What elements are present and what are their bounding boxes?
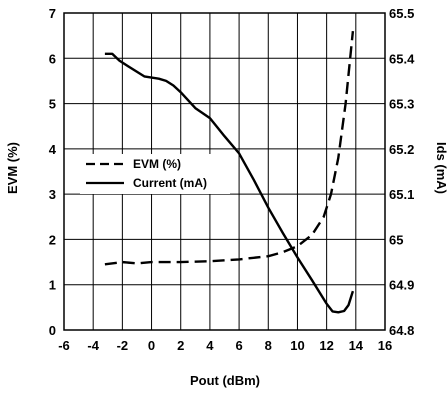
y2-tick-label: 64.9 (389, 278, 414, 293)
y-tick-labels: 0 1 2 3 4 5 6 7 (49, 6, 57, 338)
y2-tick-label: 65.3 (389, 97, 414, 112)
y-tick-label: 5 (49, 97, 56, 112)
y2-tick-label: 65.1 (389, 187, 414, 202)
series-line-evm (104, 30, 355, 266)
y2-tick-label: 65.4 (389, 51, 415, 66)
x-tick-label: -4 (87, 338, 99, 353)
y-tick-label: 1 (49, 278, 56, 293)
y2-tick-label: 64.8 (389, 323, 414, 338)
series-line-current (104, 52, 355, 314)
x-tick-label: 0 (148, 338, 155, 353)
y2-axis-title: Ids (mA) (434, 142, 448, 194)
y-axis-title: EVM (%) (5, 142, 20, 194)
x-tick-label: 4 (206, 338, 214, 353)
plot-frame (63, 12, 386, 331)
legend-label-evm: EVM (%) (133, 157, 181, 171)
y2-tick-labels: 64.8 64.9 65 65.1 65.2 65.3 65.4 65.5 (389, 6, 415, 338)
x-tick-label: 14 (349, 338, 364, 353)
y-tick-label: 2 (49, 232, 56, 247)
x-tick-label: -2 (117, 338, 129, 353)
y2-tick-label: 65 (389, 232, 403, 247)
x-tick-labels: -6 -4 -2 0 2 4 6 8 10 12 14 16 (58, 338, 392, 353)
y2-tick-label: 65.2 (389, 142, 414, 157)
series-layer (104, 30, 355, 314)
x-tick-label: 10 (290, 338, 304, 353)
x-tick-label: -6 (58, 338, 70, 353)
x-axis-title: Pout (dBm) (190, 373, 260, 388)
x-tick-label: 6 (235, 338, 242, 353)
legend-box (80, 154, 230, 194)
y2-tick-label: 65.5 (389, 6, 414, 21)
x-tick-label: 2 (177, 338, 184, 353)
y-tick-label: 3 (49, 187, 56, 202)
x-tick-label: 12 (319, 338, 333, 353)
y-tick-label: 6 (49, 51, 56, 66)
legend: EVM (%) Current (mA) (80, 154, 230, 194)
legend-label-current: Current (mA) (133, 176, 207, 190)
x-tick-label: 8 (265, 338, 272, 353)
y-tick-label: 0 (49, 323, 56, 338)
y-tick-label: 4 (49, 142, 57, 157)
y-tick-label: 7 (49, 6, 56, 21)
x-tick-label: 16 (378, 338, 392, 353)
